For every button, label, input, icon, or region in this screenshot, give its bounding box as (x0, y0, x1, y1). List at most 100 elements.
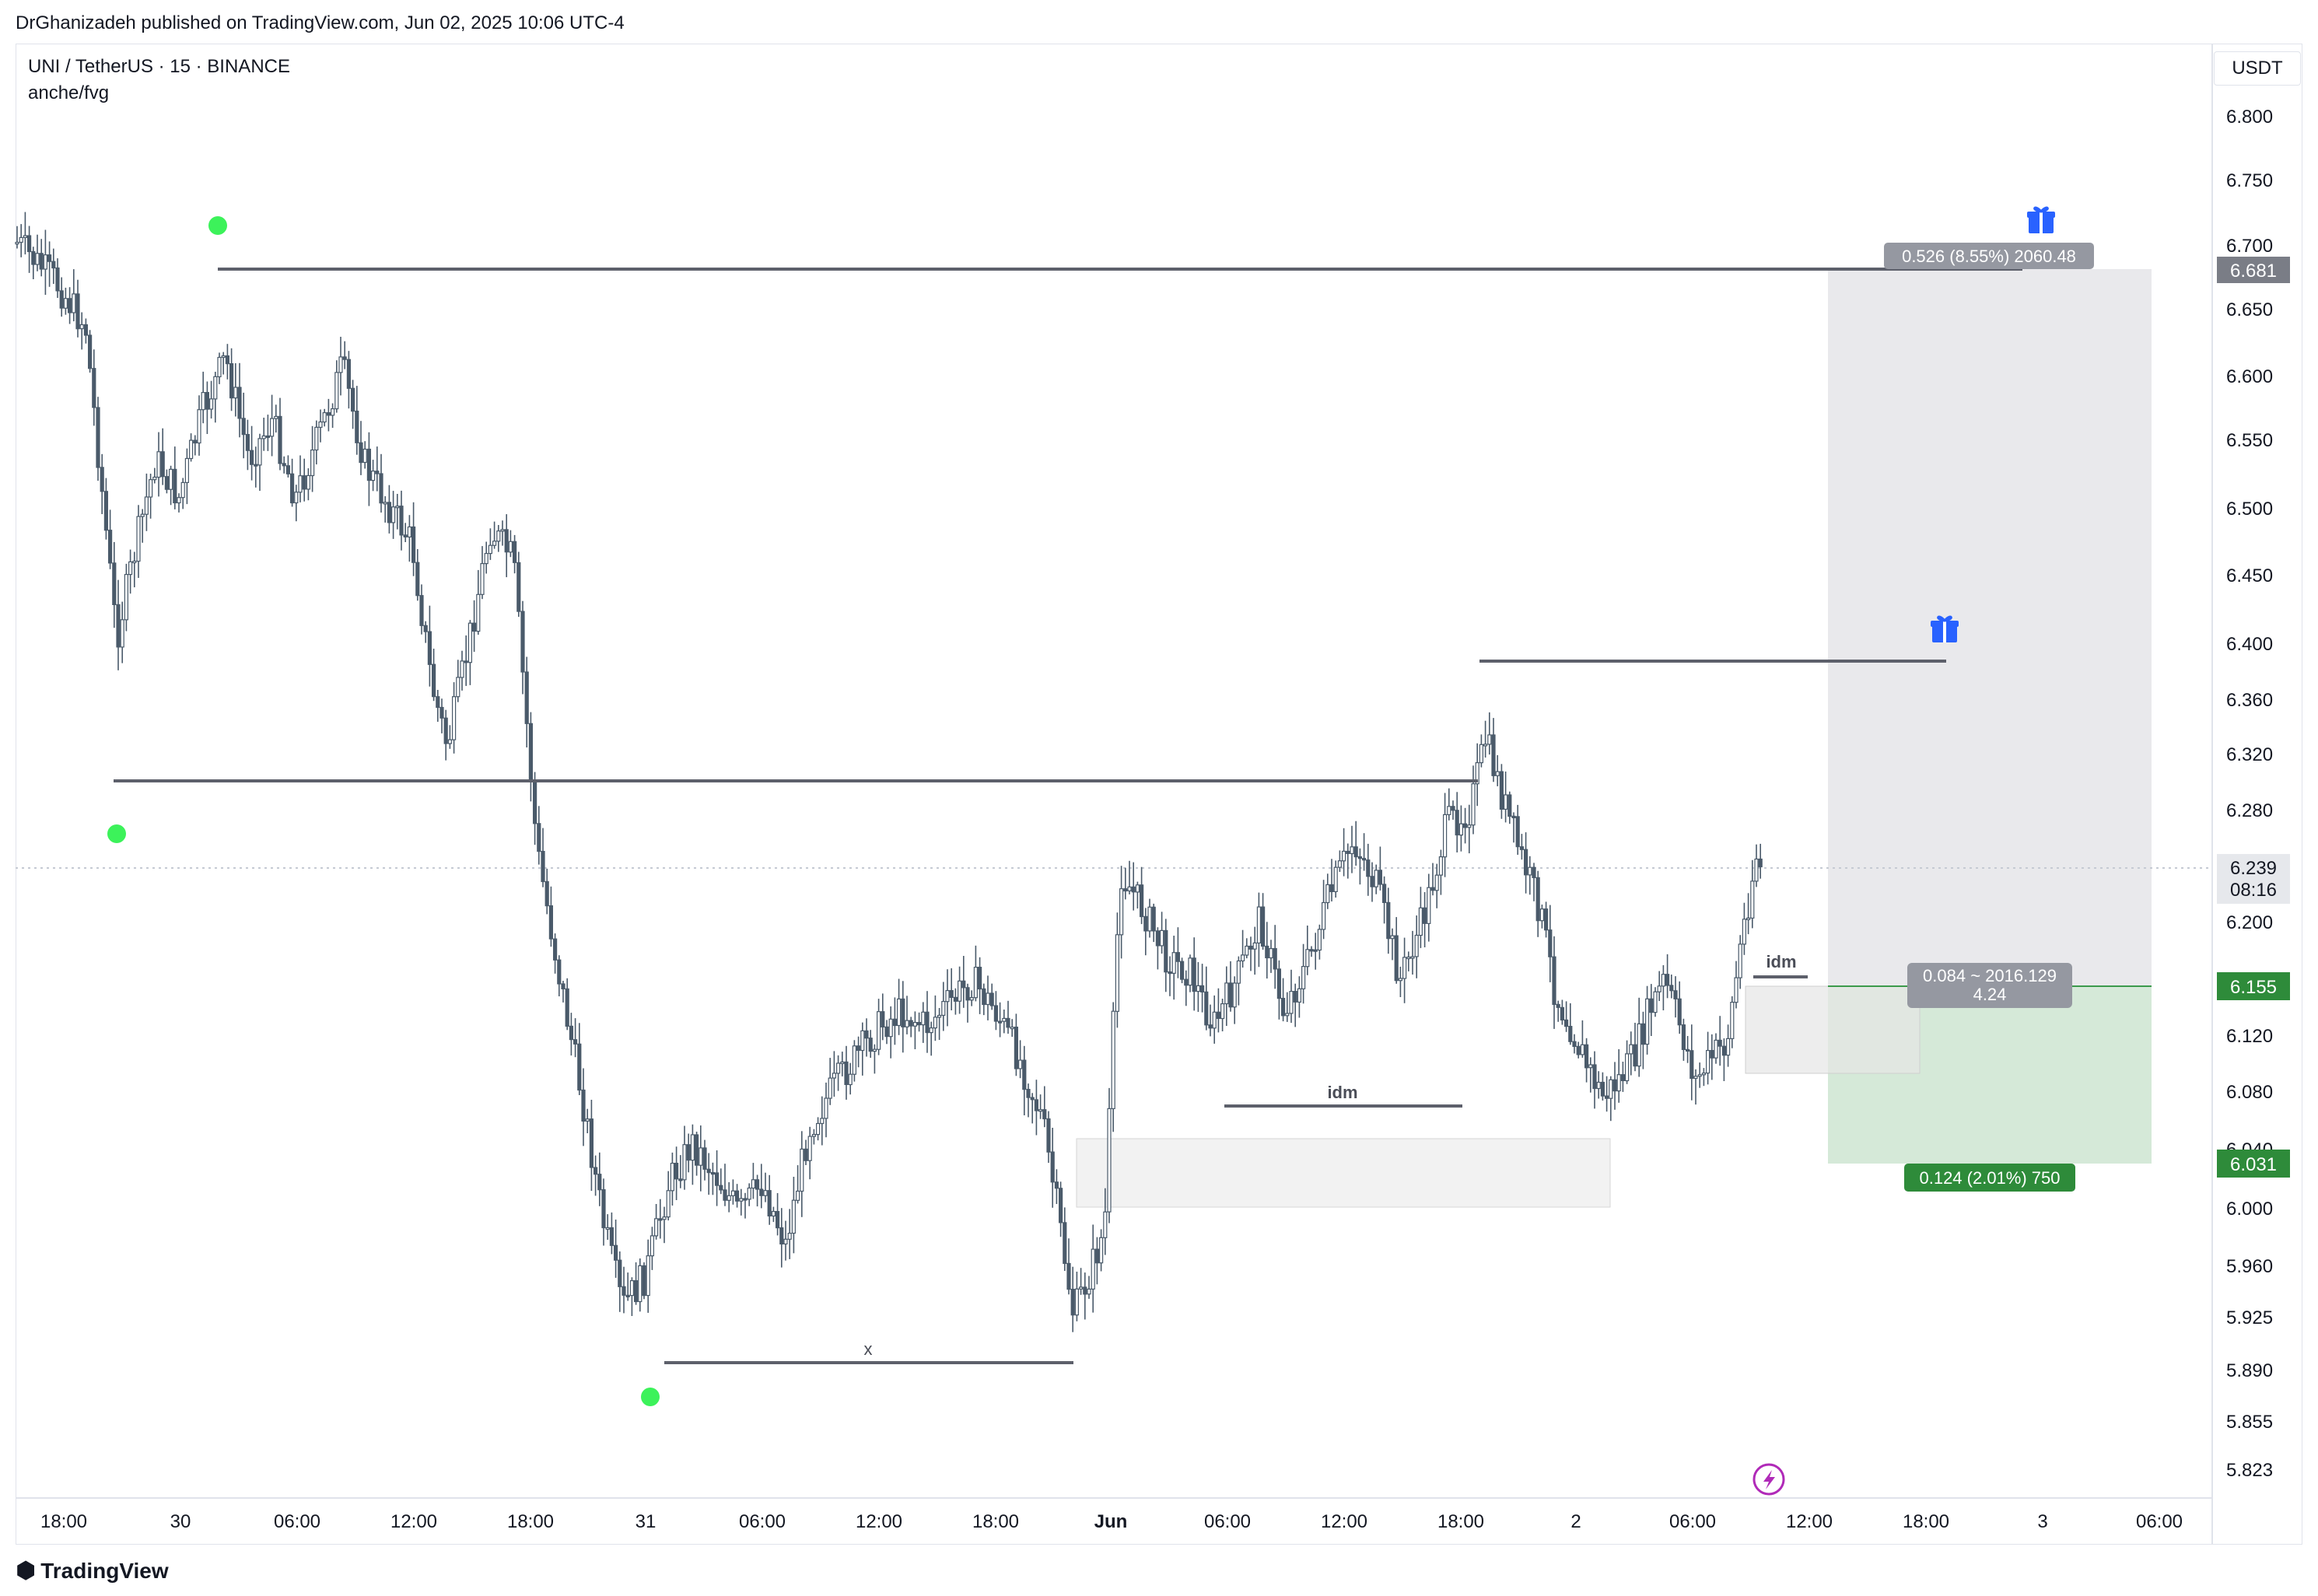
candle-body (1645, 998, 1650, 1045)
candle-body (508, 541, 513, 553)
candle-body (872, 1048, 877, 1052)
candle-body (1394, 935, 1399, 982)
candle-body (387, 502, 391, 523)
candle-body (1350, 846, 1354, 855)
x-label: x (864, 1339, 873, 1359)
candle-body (1430, 887, 1435, 891)
time-tick-label: 18:00 (1437, 1511, 1484, 1532)
candle-body (1580, 1044, 1585, 1055)
candle-body (1269, 947, 1273, 959)
candle-body (116, 604, 121, 648)
candle-body (795, 1190, 800, 1201)
lightning-icon[interactable] (1753, 1463, 1785, 1496)
candle-body (1422, 907, 1427, 924)
price-tick-label: 5.855 (2226, 1412, 2273, 1433)
gift-icon[interactable] (1931, 615, 1959, 642)
candle-body (1734, 977, 1738, 1003)
candle-body (399, 506, 404, 536)
candle-body (1070, 1288, 1075, 1316)
candle-body (896, 998, 902, 1027)
candle-body (1535, 877, 1540, 922)
candle-body (1083, 1286, 1087, 1295)
candle-body (1427, 887, 1431, 924)
candle-body (666, 1190, 671, 1218)
brand-name: TradingView (40, 1558, 169, 1583)
candle-body (237, 387, 242, 419)
candle-body (856, 1045, 861, 1052)
candle-body (257, 438, 262, 466)
fvg-zone-1 (1076, 1138, 1611, 1208)
candle-body (1240, 954, 1245, 962)
candle-body (1633, 1044, 1637, 1067)
candle-body (193, 439, 198, 444)
indicator-name[interactable]: anche/fvg (28, 82, 110, 103)
candle-body (1539, 908, 1545, 922)
candle-body (302, 475, 306, 490)
candle-body (1620, 1074, 1625, 1081)
candle-body (1006, 1017, 1010, 1028)
candle-body (1511, 815, 1516, 819)
candle-body (1265, 945, 1269, 959)
candle-body (541, 850, 545, 883)
current-price-badge (2217, 854, 2290, 904)
candle-body (1184, 978, 1189, 986)
candle-body (1438, 856, 1444, 876)
candle-body (120, 619, 124, 648)
candle-body (1317, 929, 1322, 951)
candle-body (1260, 906, 1266, 947)
candle-body (411, 526, 416, 563)
candle-body (419, 595, 424, 626)
candle-body (1568, 1025, 1573, 1042)
candle-body (997, 1020, 1003, 1024)
candle-body (1111, 1010, 1115, 1109)
candle-body (1164, 929, 1168, 973)
candle-body (439, 706, 444, 719)
price-tick-label: 6.120 (2226, 1026, 2273, 1047)
candle-body (427, 631, 432, 665)
candle-body (407, 526, 412, 537)
candle-body (75, 293, 80, 330)
time-tick-label: 12:00 (390, 1511, 437, 1532)
price-axis[interactable]: 6.800 6.750 6.700 6.650 6.600 6.550 6.500 6.450… (2226, 107, 2273, 1481)
candle-body (395, 506, 400, 509)
candle-body (1552, 956, 1556, 1005)
candle-body (51, 261, 56, 269)
candle-body (682, 1144, 687, 1181)
candle-body (1629, 1044, 1633, 1055)
candle-body (1204, 991, 1209, 1026)
candle-body (221, 355, 226, 359)
candle-body (213, 376, 218, 400)
time-tick-label: 12:00 (856, 1511, 902, 1532)
candle-body (338, 356, 343, 373)
candle-body (787, 1232, 792, 1240)
currency-unit[interactable]: USDT (2214, 51, 2301, 86)
candle-body (149, 479, 153, 498)
candle-body (561, 983, 565, 990)
candle-body (1256, 906, 1262, 943)
candle-body (852, 1045, 857, 1075)
candle-body (35, 253, 40, 265)
candle-body (1341, 850, 1346, 862)
candle-body (686, 1144, 691, 1161)
time-axis[interactable]: 18:00 30 06:00 12:00 18:00 31 06:00 12:00 18:00 J… (40, 1511, 2183, 1532)
candle-body (1087, 1288, 1091, 1295)
candle-body (512, 541, 517, 563)
candle-body (1701, 1073, 1706, 1076)
gift-icon[interactable] (2027, 206, 2055, 233)
candle-body (1192, 957, 1196, 992)
candle-body (815, 1122, 821, 1136)
candle-body (26, 235, 32, 253)
candle-body (1014, 1026, 1019, 1069)
candle-body (1543, 908, 1549, 931)
tradingview-logo[interactable]: ⬢ TradingView (16, 1557, 169, 1584)
candle-body (881, 1011, 885, 1027)
symbol-title[interactable]: UNI / TetherUS · 15 · BINANCE (28, 56, 290, 77)
candle-body (1017, 1059, 1023, 1069)
candle-body (67, 298, 72, 313)
candle-body (1556, 1003, 1560, 1008)
candle-body (1232, 982, 1237, 1008)
candle-body (128, 561, 133, 576)
candle-body (415, 562, 420, 597)
candle-body (1378, 870, 1383, 885)
